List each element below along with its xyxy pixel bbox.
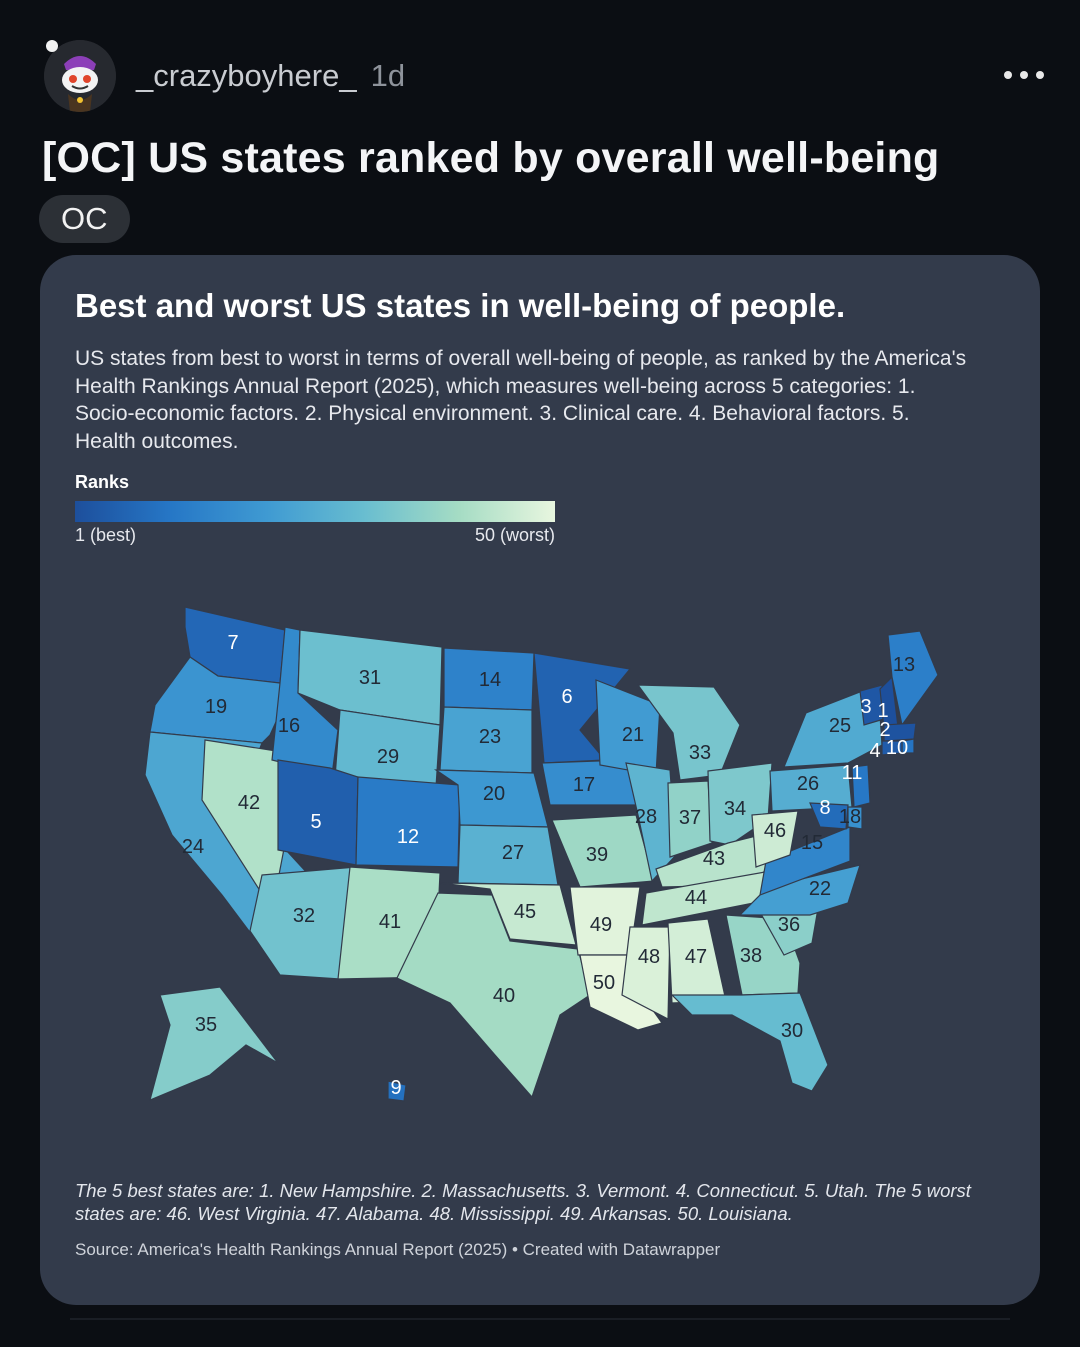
rank-label-sd: 23: [479, 726, 501, 748]
state-co: [355, 776, 461, 868]
state-ok: [439, 882, 577, 946]
post-header: _crazyboyhere_ 1d: [44, 40, 1044, 116]
state-nc: [738, 864, 861, 916]
rank-label-id: 16: [278, 715, 300, 737]
state-in: [667, 780, 713, 858]
chart-description: US states from best to worst in terms of…: [75, 347, 967, 453]
dot: [1020, 71, 1028, 79]
rank-label-co: 12: [397, 826, 419, 848]
username-link[interactable]: _crazyboyhere_: [136, 58, 357, 93]
state-nj: [851, 764, 871, 808]
rank-label-il: 28: [635, 806, 657, 828]
rank-label-ms: 48: [638, 946, 660, 968]
state-ms: [621, 926, 671, 1020]
chart-source: Source: America's Health Rankings Annual…: [75, 1240, 721, 1259]
rank-label-hi: 9: [390, 1077, 401, 1099]
dot: [1004, 71, 1012, 79]
rank-label-vt: 3: [860, 696, 871, 718]
rank-label-fl: 30: [781, 1020, 803, 1042]
chart-title: Best and worst US states in well-being o…: [75, 287, 846, 324]
rank-label-wy: 29: [377, 746, 399, 768]
state-mn: [533, 652, 632, 764]
rank-label-ok: 45: [514, 901, 536, 923]
rank-label-ut: 5: [310, 811, 321, 833]
rank-label-nj: 11: [842, 762, 863, 784]
rank-label-tx: 40: [493, 985, 515, 1007]
rank-label-ak: 35: [195, 1014, 217, 1036]
chart-notes: The 5 best states are: 1. New Hampshire.…: [75, 1180, 971, 1224]
rank-label-pa: 26: [797, 773, 819, 795]
rank-label-nh: 1: [877, 700, 888, 722]
chart-image-card[interactable]: Best and worst US states in well-being o…: [40, 255, 1040, 1305]
dot: [1036, 71, 1044, 79]
state-wv: [751, 810, 799, 868]
rank-label-me: 13: [893, 654, 915, 676]
rank-label-nc: 22: [809, 878, 831, 900]
snoo-avatar-icon: [44, 40, 116, 112]
online-dot: [46, 40, 58, 52]
state-ak: [149, 986, 279, 1102]
rank-label-ga: 38: [740, 945, 762, 967]
state-de: [847, 806, 863, 830]
rank-label-oh: 34: [724, 798, 746, 820]
rank-label-ks: 27: [502, 842, 524, 864]
rank-label-nm: 41: [379, 911, 401, 933]
post-meta: _crazyboyhere_ 1d: [136, 58, 405, 94]
rank-label-al: 47: [685, 946, 707, 968]
rank-label-ri: 10: [886, 737, 908, 759]
state-va: [759, 826, 851, 896]
legend-min-label: 1 (best): [75, 525, 137, 545]
rank-label-wi: 21: [622, 724, 644, 746]
rank-label-ky: 43: [703, 848, 725, 870]
rank-label-wa: 7: [227, 632, 238, 654]
rank-label-nd: 14: [479, 669, 501, 691]
state-az: [249, 866, 357, 980]
legend-title: Ranks: [75, 472, 130, 492]
rank-label-ca: 24: [182, 836, 204, 858]
state-mo: [551, 814, 655, 888]
rank-label-de: 18: [839, 806, 861, 828]
rank-label-va: 15: [801, 832, 823, 854]
rank-label-in: 37: [679, 807, 701, 829]
state-ct: [881, 740, 903, 756]
rank-label-az: 32: [293, 905, 315, 927]
rank-label-ct: 4: [869, 740, 880, 762]
rank-label-la: 50: [593, 972, 615, 994]
rank-label-mt: 31: [359, 667, 381, 689]
rank-label-tn: 44: [685, 887, 707, 909]
rank-label-mn: 6: [561, 686, 572, 708]
post-flair[interactable]: OC: [39, 195, 130, 243]
legend-color-bar: [75, 501, 555, 522]
rank-label-sc: 36: [778, 914, 800, 936]
state-or: [149, 656, 287, 744]
state-md: [809, 802, 849, 830]
rank-label-nv: 42: [238, 792, 260, 814]
rank-label-ia: 17: [573, 774, 595, 796]
rank-label-or: 19: [205, 696, 227, 718]
more-options-icon[interactable]: [1004, 60, 1044, 90]
divider: [70, 1318, 1010, 1320]
legend-max-label: 50 (worst): [474, 525, 555, 545]
rank-label-ne: 20: [483, 783, 505, 805]
rank-label-ar: 49: [590, 914, 612, 936]
rank-label-mi: 33: [689, 742, 711, 764]
rank-label-md: 8: [819, 797, 830, 819]
user-avatar[interactable]: [44, 40, 116, 112]
rank-label-ny: 25: [829, 715, 851, 737]
rank-label-ma: 2: [879, 719, 890, 741]
state-me: [887, 630, 939, 727]
rank-label-wv: 46: [764, 820, 786, 842]
rank-label-mo: 39: [586, 844, 608, 866]
post-title: [OC] US states ranked by overall well-be…: [42, 134, 940, 182]
state-fl: [670, 992, 829, 1092]
state-hi: [387, 1080, 407, 1102]
post-age: 1d: [370, 58, 406, 93]
state-tx: [396, 892, 591, 1099]
